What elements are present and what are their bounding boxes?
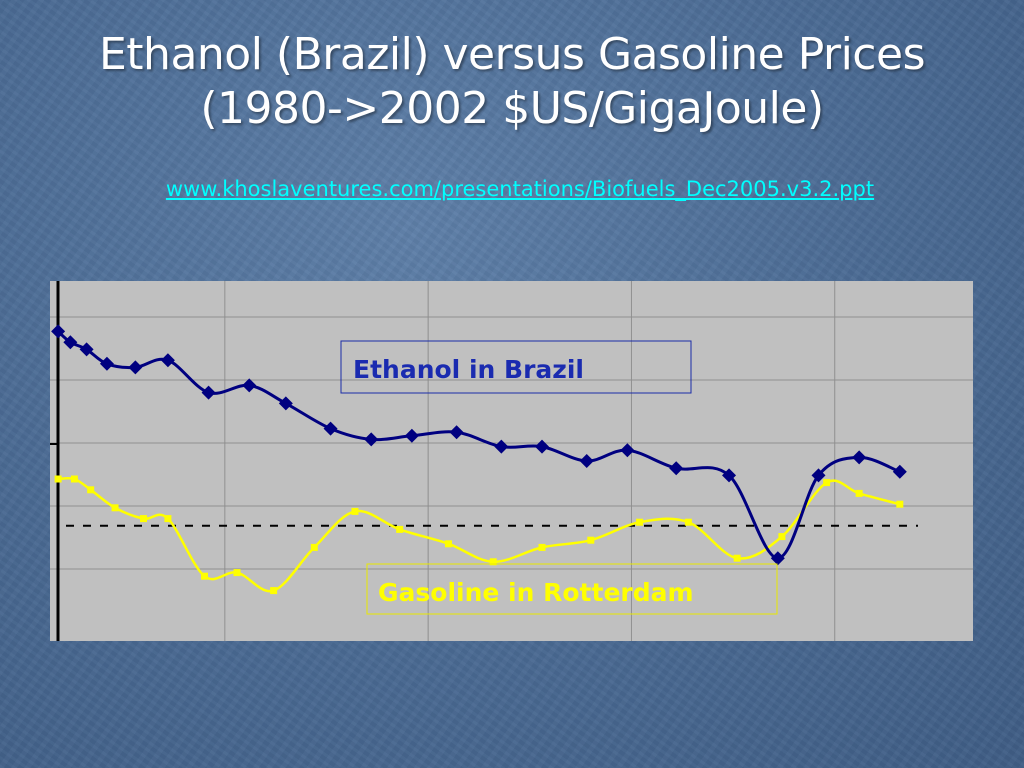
ethanol-label: Ethanol in Brazil: [353, 355, 584, 384]
gasoline-data-point: [140, 515, 148, 523]
gasoline-data-point: [233, 569, 241, 577]
ethanol-data-point: [579, 454, 594, 468]
ethanol-data-point: [404, 428, 419, 443]
series-layer: [51, 324, 907, 595]
ethanol-data-point: [449, 425, 464, 440]
ethanol-data-point: [722, 468, 737, 483]
ethanol-data-point: [364, 432, 379, 447]
ethanol-data-point: [99, 356, 114, 371]
gasoline-data-point: [87, 486, 95, 494]
gasoline-data-point: [538, 543, 546, 551]
gasoline-data-point: [351, 507, 359, 515]
ethanol-data-point: [669, 461, 684, 476]
ethanol-data-point: [892, 464, 907, 479]
ethanol-label-box: [340, 340, 692, 394]
gasoline-data-point: [778, 533, 786, 541]
ethanol-data-point: [160, 353, 175, 368]
gasoline-label-box: [366, 563, 778, 615]
ethanol-data-point: [128, 360, 143, 375]
ethanol-data-point: [278, 396, 293, 411]
ethanol-data-point: [51, 324, 66, 339]
gasoline-data-point: [587, 536, 595, 544]
gasoline-data-point: [444, 540, 452, 548]
slide-title: Ethanol (Brazil) versus Gasoline Prices …: [0, 28, 1024, 136]
ethanol-data-point: [242, 378, 257, 393]
gasoline-data-point: [201, 572, 209, 580]
ethanol-data-point: [201, 385, 216, 400]
gasoline-data-point: [684, 518, 692, 526]
title-line-1: Ethanol (Brazil) versus Gasoline Prices: [99, 29, 926, 80]
source-link[interactable]: www.khoslaventures.com/presentations/Bio…: [165, 177, 875, 201]
gasoline-data-point: [855, 489, 863, 497]
gasoline-data-point: [733, 554, 741, 562]
ethanol-data-point: [852, 450, 867, 465]
gasoline-data-point: [489, 558, 497, 566]
ethanol-data-point: [811, 468, 826, 483]
gasoline-data-point: [310, 543, 318, 551]
ethanol-data-point: [534, 439, 549, 454]
gasoline-data-point: [636, 518, 644, 526]
ethanol-data-point: [494, 439, 509, 454]
gasoline-data-point: [896, 500, 904, 508]
ethanol-data-point: [323, 421, 338, 436]
gasoline-data-point: [270, 587, 278, 595]
ethanol-data-point: [79, 342, 94, 357]
ethanol-data-point: [63, 335, 78, 350]
ethanol-data-point: [620, 443, 635, 458]
title-line-2: (1980->2002 $US/GigaJoule): [200, 83, 824, 134]
gasoline-data-point: [54, 475, 62, 483]
gasoline-data-point: [111, 504, 119, 512]
gasoline-data-point: [70, 475, 78, 483]
ethanol-data-point: [770, 551, 785, 566]
gridlines: [50, 281, 973, 641]
gasoline-data-point: [823, 479, 831, 487]
gasoline-data-point: [164, 515, 172, 523]
gasoline-label: Gasoline in Rotterdam: [378, 578, 694, 607]
gasoline-data-point: [396, 525, 404, 533]
